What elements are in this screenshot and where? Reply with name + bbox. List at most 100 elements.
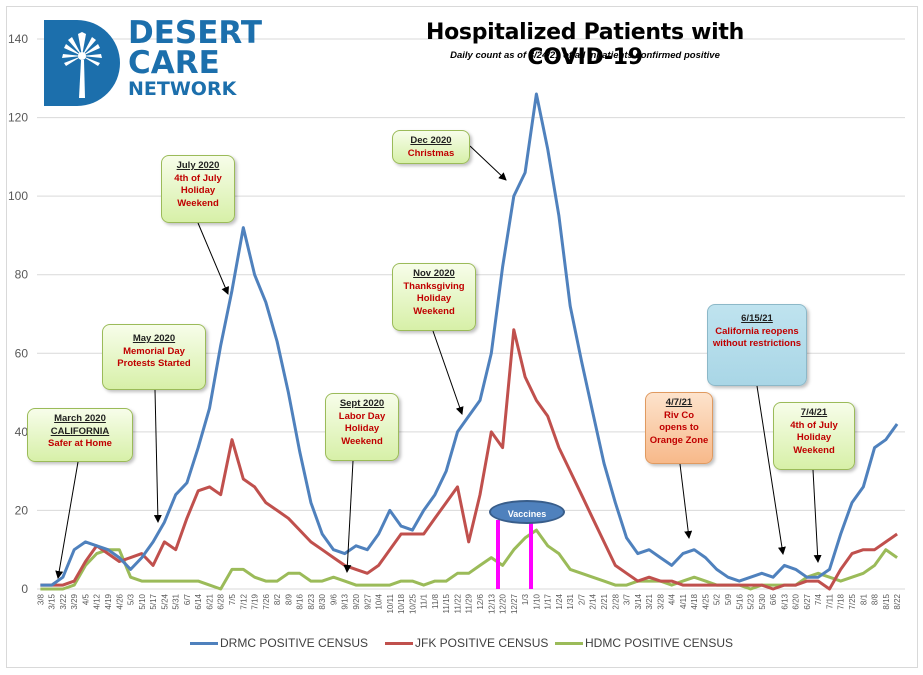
x-tick-label: 4/12 (93, 593, 102, 609)
x-tick-label: 3/7 (623, 593, 632, 605)
legend-item-drmc: DRMC POSITIVE CENSUS (190, 636, 368, 650)
y-tick-label: 140 (8, 32, 28, 46)
y-tick-label: 40 (15, 425, 29, 439)
annotation-sept-2020: Sept 2020 Labor Day Holiday Weekend (325, 393, 399, 461)
x-tick-label: 9/6 (329, 593, 338, 605)
x-tick-label: 3/28 (656, 593, 665, 609)
annotation-body: Christmas (407, 147, 455, 159)
x-tick-label: 8/15 (882, 593, 891, 609)
y-tick-label: 60 (15, 346, 29, 360)
legend-item-hdmc: HDMC POSITIVE CENSUS (555, 636, 733, 650)
x-tick-label: 6/7 (183, 593, 192, 605)
arrow-jul-2021 (812, 469, 822, 563)
x-tick-label: 7/18 (837, 593, 846, 609)
x-tick-label: 12/6 (476, 593, 485, 609)
legend-swatch-hdmc (555, 641, 583, 645)
vaccines-label: Vaccines (489, 500, 565, 524)
x-tick-label: 3/14 (634, 593, 643, 609)
annotation-body: Thanksgiving Holiday Weekend (403, 280, 465, 317)
desert-care-network-logo: DESERT CARE NETWORK (44, 18, 262, 110)
x-tick-label: 7/4 (814, 593, 823, 605)
x-tick-label: 10/25 (408, 593, 417, 614)
x-tick-label: 10/4 (375, 593, 384, 609)
x-tick-label: 6/28 (217, 593, 226, 609)
y-tick-label: 100 (8, 189, 28, 203)
x-tick-label: 3/22 (59, 593, 68, 609)
arrow-sept-2020 (343, 460, 354, 573)
x-tick-label: 1/31 (566, 593, 575, 609)
x-tick-label: 2/7 (577, 593, 586, 605)
chart-title: Hospitalized Patients with COVID-19 (425, 20, 745, 70)
annotation-body: Labor Day Holiday Weekend (338, 410, 386, 447)
series-line-jfk (40, 328, 898, 591)
annotation-body: Safer at Home (48, 438, 112, 449)
x-tick-label: 11/1 (420, 593, 429, 609)
annotation-jul-2021: 7/4/21 4th of July Holiday Weekend (773, 402, 855, 470)
x-tick-label: 3/15 (48, 593, 57, 609)
series-line-hdmc (40, 528, 898, 591)
arrow-apr-2021 (679, 463, 693, 539)
x-tick-label: 12/13 (487, 593, 496, 614)
x-tick-label: 4/18 (690, 593, 699, 609)
annotation-heading: Dec 2020 (410, 135, 452, 146)
x-tick-label: 4/19 (104, 593, 113, 609)
x-tick-label: 2/14 (589, 593, 598, 609)
legend-item-jfk: JFK POSITIVE CENSUS (385, 636, 548, 650)
x-tick-label: 4/25 (701, 593, 710, 609)
x-tick-label: 1/3 (521, 593, 530, 605)
annotation-nov-2020: Nov 2020 Thanksgiving Holiday Weekend (392, 263, 476, 331)
annotation-body: 4th of July Holiday Weekend (790, 419, 838, 456)
annotation-body: 4th of July Holiday Weekend (174, 172, 222, 209)
x-tick-label: 4/11 (679, 593, 688, 609)
x-tick-label: 11/8 (431, 593, 440, 609)
x-tick-label: 8/1 (859, 593, 868, 605)
x-tick-label: 4/26 (115, 593, 124, 609)
x-tick-label: 1/24 (555, 593, 564, 609)
x-tick-label: 5/3 (127, 593, 136, 605)
annotation-dec-2020: Dec 2020 Christmas (392, 130, 470, 164)
x-tick-label: 5/24 (160, 593, 169, 609)
x-tick-label: 4/5 (81, 593, 90, 605)
x-tick-label: 8/30 (318, 593, 327, 609)
x-tick-label: 10/11 (386, 593, 395, 613)
legend-label-hdmc: HDMC POSITIVE CENSUS (585, 636, 734, 650)
x-tick-label: 6/27 (803, 593, 812, 609)
annotation-apr-2021: 4/7/21 Riv Co opens to Orange Zone (645, 392, 713, 464)
x-tick-label: 12/20 (499, 593, 508, 614)
annotation-may-2020: May 2020 Memorial Day Protests Started (102, 324, 206, 390)
y-tick-label: 120 (8, 111, 28, 125)
x-tick-label: 11/15 (442, 593, 451, 613)
x-tick-label: 10/18 (397, 593, 406, 614)
logo-line-2: CARE (128, 45, 220, 81)
y-tick-label: 20 (15, 503, 29, 517)
annotation-jun-2021: 6/15/21 California reopens without restr… (707, 304, 807, 386)
x-tick-label: 9/20 (352, 593, 361, 609)
annotation-heading: March 2020 (54, 413, 106, 424)
x-tick-label: 6/13 (780, 593, 789, 609)
arrow-nov-2020 (432, 330, 464, 415)
x-tick-label: 1/17 (544, 593, 553, 609)
x-tick-label: 11/29 (465, 593, 474, 613)
x-tick-label: 5/9 (724, 593, 733, 605)
chart-legend: DRMC POSITIVE CENSUS JFK POSITIVE CENSUS… (0, 636, 923, 652)
x-tick-label: 6/6 (769, 593, 778, 605)
x-tick-label: 5/17 (149, 593, 158, 609)
logo-d-mark (44, 20, 120, 106)
x-tick-label: 1/10 (532, 593, 541, 609)
x-tick-label: 8/16 (296, 593, 305, 609)
x-tick-label: 6/20 (792, 593, 801, 609)
x-tick-label: 5/16 (735, 593, 744, 609)
x-tick-label: 5/31 (172, 593, 181, 609)
x-tick-label: 8/2 (273, 593, 282, 605)
x-tick-label: 12/27 (510, 593, 519, 614)
x-tick-label: 7/5 (228, 593, 237, 605)
logo-wordmark: DESERT CARE NETWORK (128, 18, 262, 99)
x-tick-label: 3/8 (36, 593, 45, 605)
annotation-heading: Nov 2020 (413, 268, 455, 279)
x-tick-label: 5/30 (758, 593, 767, 609)
legend-swatch-drmc (190, 641, 218, 645)
annotation-body: California reopens without restrictions (712, 325, 802, 350)
x-tick-label: 5/2 (713, 593, 722, 605)
arrow-march-2020 (55, 461, 79, 579)
x-tick-label: 7/19 (251, 593, 260, 609)
